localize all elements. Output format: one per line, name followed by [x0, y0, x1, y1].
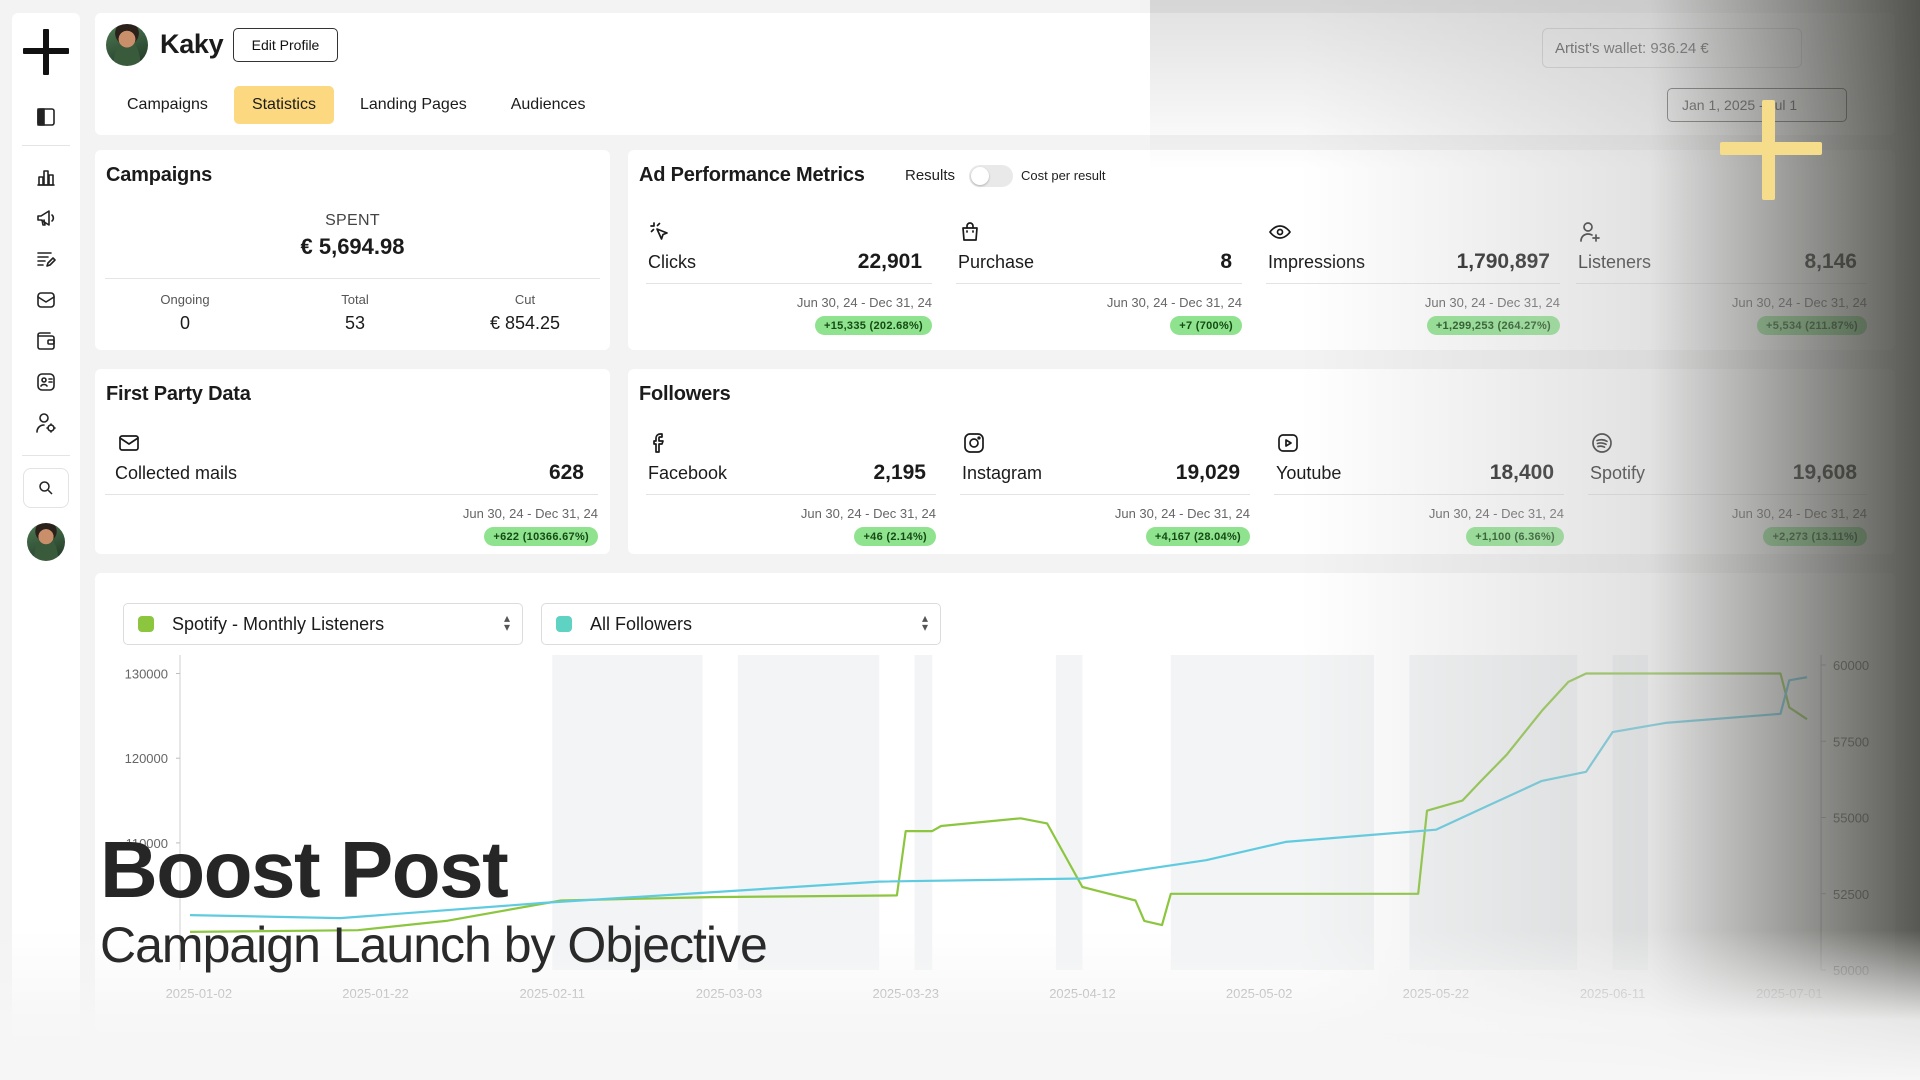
artist-wallet: Artist's wallet: 936.24 €	[1542, 28, 1802, 68]
list-edit-icon[interactable]	[32, 245, 60, 273]
shaded-period	[914, 655, 933, 970]
x-tick-label: 2025-06-11	[1580, 986, 1646, 1001]
change-badge: +15,335 (202.68%)	[815, 316, 932, 335]
metric-clicks: Clicks 22,901 Jun 30, 24 - Dec 31, 24 +1…	[636, 220, 936, 340]
cut-stat: Cut € 854.25	[489, 292, 561, 333]
spent-label: SPENT	[325, 212, 380, 229]
spent-value: € 5,694.98	[300, 234, 405, 259]
edit-profile-button[interactable]: Edit Profile	[233, 28, 338, 62]
metric-impressions: Impressions 1,790,897 Jun 30, 24 - Dec 3…	[1256, 220, 1564, 340]
audience-icon[interactable]	[32, 368, 60, 396]
x-tick-label: 2025-04-12	[1049, 986, 1116, 1001]
followers-title: Followers	[639, 383, 731, 405]
user-name: Kaky	[160, 29, 224, 59]
x-tick-label: 2025-03-03	[696, 986, 763, 1001]
x-tick-label: 2025-05-22	[1403, 986, 1470, 1001]
campaigns-title: Campaigns	[106, 164, 213, 186]
total-stat: Total 53	[341, 292, 369, 333]
megaphone-icon[interactable]	[32, 204, 60, 232]
results-cost-toggle[interactable]	[969, 165, 1013, 187]
y-right-tick-label: 55000	[1833, 811, 1869, 826]
first-party-data-card: First Party Data Collected mails 628 Jun…	[95, 369, 610, 554]
y-left-tick-label: 120000	[125, 751, 168, 766]
metric-listeners: Listeners 8,146 Jun 30, 24 - Dec 31, 24 …	[1566, 220, 1871, 340]
follower-instagram: Instagram 19,029 Jun 30, 24 - Dec 31, 24…	[950, 431, 1254, 551]
follower-spotify: Spotify 19,608 Jun 30, 24 - Dec 31, 24 +…	[1578, 431, 1871, 551]
change-badge: +1,299,253 (264.27%)	[1426, 316, 1560, 335]
header: Kaky Edit Profile Campaigns Statistics L…	[95, 13, 1895, 135]
user-plus-icon	[1578, 220, 1604, 246]
followers-card: Followers Facebook 2,195 Jun 30, 24 - De…	[628, 369, 1895, 554]
cursor-click-icon	[648, 220, 674, 246]
x-tick-label: 2025-07-01	[1756, 986, 1823, 1001]
change-badge: +7 (700%)	[1170, 316, 1242, 335]
change-badge: +46 (2.14%)	[854, 527, 936, 546]
x-tick-label: 2025-01-02	[166, 986, 233, 1001]
ad-performance-title: Ad Performance Metrics	[639, 164, 865, 186]
tab-statistics[interactable]: Statistics	[233, 86, 334, 124]
tab-landing-pages[interactable]: Landing Pages	[359, 96, 467, 113]
wallet-icon[interactable]	[32, 327, 60, 355]
mail-icon[interactable]	[32, 286, 60, 314]
x-tick-label: 2025-02-11	[520, 986, 586, 1001]
y-right-tick-label: 57500	[1833, 734, 1869, 749]
change-badge: +4,167 (28.04%)	[1145, 527, 1250, 546]
x-tick-label: 2025-03-23	[872, 986, 939, 1001]
first-party-title: First Party Data	[106, 383, 251, 405]
follower-facebook: Facebook 2,195 Jun 30, 24 - Dec 31, 24 +…	[636, 431, 940, 551]
toggle-cost-label: Cost per result	[1021, 168, 1106, 183]
tab-campaigns[interactable]: Campaigns	[127, 96, 208, 113]
avatar[interactable]	[27, 523, 65, 561]
eye-icon	[1268, 220, 1294, 246]
y-right-tick-label: 60000	[1833, 658, 1869, 673]
logo-icon[interactable]	[23, 29, 69, 75]
instagram-icon	[962, 431, 988, 457]
brand-logo-icon	[1720, 100, 1822, 200]
metric-purchase: Purchase 8 Jun 30, 24 - Dec 31, 24 +7 (7…	[946, 220, 1246, 340]
spotify-icon	[1590, 431, 1616, 457]
x-tick-label: 2025-05-02	[1226, 986, 1293, 1001]
facebook-icon	[648, 431, 674, 457]
user-settings-icon[interactable]	[32, 409, 60, 437]
ad-performance-card: Ad Performance Metrics Results Cost per …	[628, 150, 1895, 350]
follower-youtube: Youtube 18,400 Jun 30, 24 - Dec 31, 24 +…	[1264, 431, 1568, 551]
change-badge: +5,534 (211.87%)	[1757, 316, 1867, 335]
panel-toggle-icon[interactable]	[32, 103, 60, 131]
y-left-tick-label: 130000	[125, 666, 168, 681]
shaded-period	[1409, 655, 1578, 970]
overlay-subtitle: Campaign Launch by Objective	[100, 917, 768, 973]
change-badge: +622 (10366.67%)	[484, 527, 598, 546]
toggle-results-label: Results	[905, 167, 956, 184]
shaded-period	[1055, 655, 1083, 970]
x-tick-label: 2025-01-22	[342, 986, 409, 1001]
change-badge: +2,273 (13.11%)	[1763, 527, 1867, 546]
overlay-title: Boost Post	[100, 825, 509, 914]
mail-icon	[117, 431, 143, 457]
metric-collected-mails: Collected mails 628 Jun 30, 24 - Dec 31,…	[95, 431, 602, 551]
tab-audiences[interactable]: Audiences	[510, 96, 586, 113]
change-badge: +1,100 (6.36%)	[1466, 527, 1564, 546]
profile-avatar	[106, 24, 148, 66]
youtube-icon	[1276, 431, 1302, 457]
bar-chart-icon[interactable]	[32, 163, 60, 191]
search-icon[interactable]	[23, 468, 69, 508]
y-right-tick-label: 52500	[1833, 887, 1869, 902]
shopping-bag-icon	[958, 220, 984, 246]
shaded-period	[1170, 655, 1375, 970]
shaded-period	[1612, 655, 1648, 970]
ongoing-stat: Ongoing 0	[160, 292, 210, 333]
y-right-tick-label: 50000	[1833, 963, 1869, 978]
sidebar	[12, 13, 80, 1073]
campaigns-card: Campaigns SPENT € 5,694.98 Ongoing 0 Tot…	[95, 150, 610, 350]
tab-bar: Campaigns Statistics Landing Pages Audie…	[109, 86, 603, 124]
